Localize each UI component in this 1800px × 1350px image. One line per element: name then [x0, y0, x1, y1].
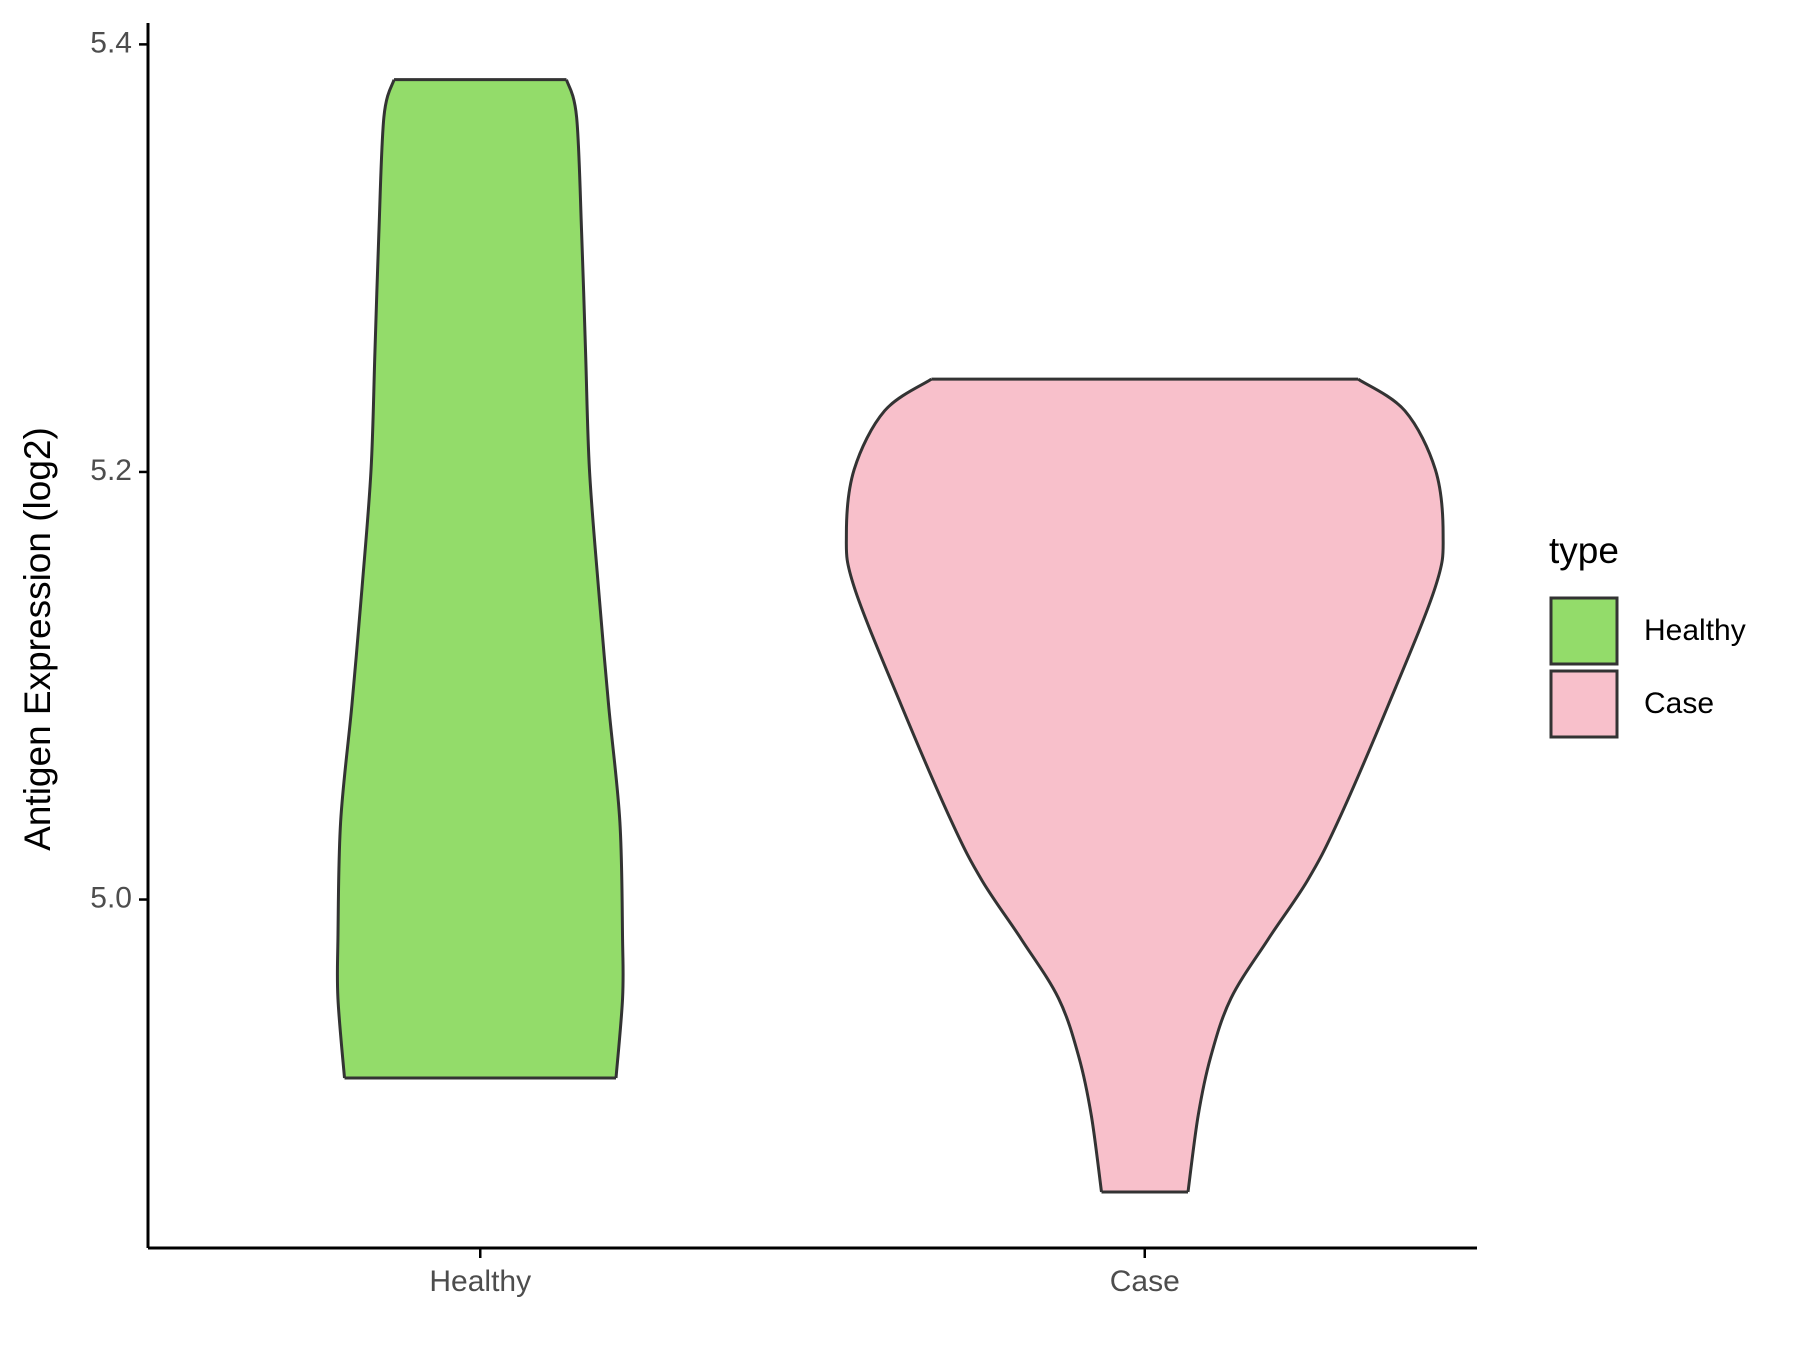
x-tick-label: Case [1110, 1265, 1180, 1298]
violin-edge-left [844, 377, 1103, 1193]
legend-title: type [1549, 530, 1619, 571]
violin-fill [337, 79, 624, 1079]
y-axis-label: Antigen Expression (log2) [17, 427, 58, 851]
violin-fill [846, 379, 1444, 1192]
legend-label: Healthy [1644, 614, 1746, 647]
violin-edge-left [335, 79, 396, 1079]
y-tick-label: 5.2 [90, 454, 132, 487]
legend-label: Case [1644, 687, 1714, 720]
y-tick-label: 5.4 [90, 26, 132, 59]
legend-key [1549, 596, 1619, 666]
y-tick-label: 5.0 [90, 881, 132, 914]
legend-key [1549, 669, 1619, 739]
violin-edge-right [565, 79, 625, 1079]
x-tick-label: Healthy [429, 1265, 531, 1298]
violin-edge-right [1186, 377, 1445, 1193]
